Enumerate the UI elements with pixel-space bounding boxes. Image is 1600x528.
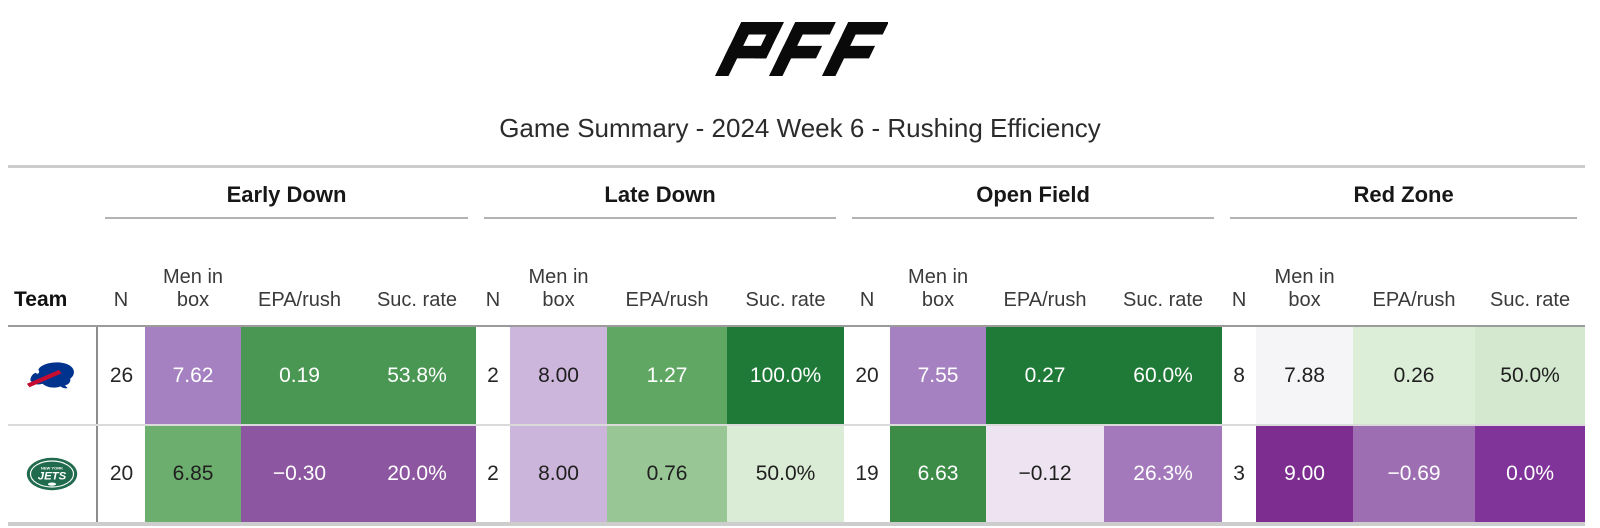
table-row-bills: 26 7.62 0.19 53.8% 2 8.00 1.27 100.0% 20… bbox=[8, 326, 1586, 426]
group-header-row: Early Down Late Down Open Field Red Zone bbox=[8, 167, 1585, 225]
page-title: Game Summary - 2024 Week 6 - Rushing Eff… bbox=[499, 113, 1101, 143]
men-in-box-line1: Men in bbox=[1274, 266, 1335, 288]
group-label: Red Zone bbox=[1230, 182, 1578, 219]
stat-cell: 100.0% bbox=[727, 326, 845, 426]
column-header-row: Team N Men in box EPA/rush Suc. rate N M… bbox=[8, 224, 1586, 327]
stat-cell: 6.63 bbox=[890, 425, 987, 526]
group-label: Open Field bbox=[852, 182, 1215, 219]
stat-cell: 26.3% bbox=[1104, 425, 1223, 526]
table-row-jets: NEW YORK JETS 20 6.85 −0.30 20.0% 2 8.00… bbox=[8, 425, 1586, 526]
stat-cell: 0.27 bbox=[986, 326, 1105, 426]
pff-logo-icon bbox=[714, 21, 889, 76]
rushing-efficiency-table: Early Down Late Down Open Field Red Zone… bbox=[8, 165, 1586, 526]
n-cell: 3 bbox=[1222, 425, 1257, 526]
stat-cell: 60.0% bbox=[1104, 326, 1223, 426]
column-header-epa-rush: EPA/rush bbox=[986, 224, 1105, 327]
team-cell-bills bbox=[8, 326, 98, 426]
stat-cell: −0.30 bbox=[241, 425, 358, 526]
men-in-box-line1: Men in bbox=[908, 266, 969, 288]
column-header-men-in-box: Men in box bbox=[145, 224, 241, 327]
column-header-n: N bbox=[476, 224, 510, 327]
column-header-men-in-box: Men in box bbox=[510, 224, 607, 327]
group-header-spacer bbox=[8, 167, 97, 225]
column-header-suc-rate: Suc. rate bbox=[727, 224, 845, 327]
column-header-team: Team bbox=[8, 224, 97, 327]
stat-cell: 50.0% bbox=[727, 425, 845, 526]
n-cell: 20 bbox=[97, 425, 145, 526]
n-cell: 8 bbox=[1222, 326, 1257, 426]
group-header-open-field: Open Field bbox=[844, 167, 1222, 225]
column-header-suc-rate: Suc. rate bbox=[1475, 224, 1586, 327]
stat-cell: −0.12 bbox=[986, 425, 1105, 526]
stat-cell: 0.0% bbox=[1475, 425, 1586, 526]
men-in-box-line1: Men in bbox=[162, 266, 224, 288]
column-header-suc-rate: Suc. rate bbox=[1104, 224, 1223, 327]
stat-cell: 8.00 bbox=[510, 425, 607, 526]
column-header-epa-rush: EPA/rush bbox=[241, 224, 358, 327]
group-header-early-down: Early Down bbox=[97, 167, 476, 225]
stat-cell: 6.85 bbox=[145, 425, 241, 526]
stat-cell: 7.88 bbox=[1256, 326, 1354, 426]
stat-cell: 20.0% bbox=[358, 425, 476, 526]
column-header-n: N bbox=[1222, 224, 1257, 327]
bills-logo-icon bbox=[26, 361, 74, 388]
stat-cell: 0.76 bbox=[607, 425, 727, 526]
stat-cell: 0.19 bbox=[241, 326, 358, 426]
group-label: Early Down bbox=[105, 182, 468, 219]
brand-header bbox=[0, 0, 1600, 78]
men-in-box-line1: Men in bbox=[528, 266, 589, 288]
column-header-suc-rate: Suc. rate bbox=[358, 224, 476, 327]
n-cell: 20 bbox=[844, 326, 891, 426]
men-in-box-line2: box bbox=[542, 289, 575, 311]
stat-cell: 1.27 bbox=[607, 326, 727, 426]
team-cell-jets: NEW YORK JETS bbox=[8, 425, 98, 526]
stat-cell: 8.00 bbox=[510, 326, 607, 426]
column-header-men-in-box: Men in box bbox=[1256, 224, 1354, 327]
stat-cell: 7.55 bbox=[890, 326, 987, 426]
column-header-men-in-box: Men in box bbox=[890, 224, 987, 327]
column-header-epa-rush: EPA/rush bbox=[607, 224, 727, 327]
men-in-box-line2: box bbox=[176, 289, 210, 311]
stat-cell: 50.0% bbox=[1475, 326, 1586, 426]
n-cell: 19 bbox=[844, 425, 891, 526]
jets-logo-icon: NEW YORK JETS bbox=[26, 457, 78, 491]
jets-logo-top-text: NEW YORK bbox=[41, 466, 63, 471]
n-cell: 26 bbox=[97, 326, 145, 426]
men-in-box-line2: box bbox=[1288, 289, 1321, 311]
group-header-red-zone: Red Zone bbox=[1222, 167, 1585, 225]
stat-cell: 9.00 bbox=[1256, 425, 1354, 526]
group-header-late-down: Late Down bbox=[476, 167, 844, 225]
stat-cell: −0.69 bbox=[1353, 425, 1476, 526]
column-header-n: N bbox=[844, 224, 891, 327]
stat-cell: 0.26 bbox=[1353, 326, 1476, 426]
stat-cell: 7.62 bbox=[145, 326, 241, 426]
men-in-box-line2: box bbox=[921, 289, 955, 311]
group-label: Late Down bbox=[484, 182, 837, 219]
column-header-n: N bbox=[97, 224, 145, 327]
column-header-epa-rush: EPA/rush bbox=[1353, 224, 1476, 327]
stat-cell: 53.8% bbox=[358, 326, 476, 426]
n-cell: 2 bbox=[476, 326, 510, 426]
jets-logo-main-text: JETS bbox=[38, 471, 67, 483]
n-cell: 2 bbox=[476, 425, 510, 526]
